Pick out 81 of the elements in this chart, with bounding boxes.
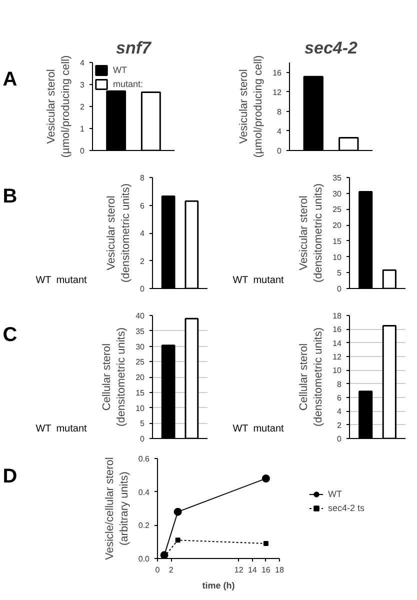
chart-title: snf7 — [116, 38, 153, 58]
y-tick-label: 4 — [80, 58, 86, 68]
legend-label: WT — [328, 489, 343, 499]
text: A — [2, 68, 18, 91]
y-tick-label: 30 — [136, 342, 146, 352]
point — [262, 474, 270, 482]
y-axis-title: Cellular sterol (densitometric units) — [101, 327, 128, 427]
y-axis-title: Vesicular sterol (µmol/producing cell) — [46, 55, 72, 158]
text: B — [2, 185, 18, 208]
point — [174, 508, 182, 516]
y-tick-label: 5 — [337, 268, 342, 278]
y-tick-label: 8 — [337, 380, 342, 389]
text: C — [2, 324, 18, 346]
x-tick-label: 16 — [261, 566, 271, 574]
y-tick-label: 0 — [80, 146, 86, 156]
text: mutant — [253, 424, 284, 435]
y-tick-label: 4 — [337, 407, 342, 416]
y-tick-label: 16 — [272, 68, 282, 78]
y-tick-label: 8 — [140, 174, 146, 182]
legend-label: sec4-2 ts — [328, 503, 365, 513]
y-axis-title: Vesicular sterol (densitometric units) — [106, 183, 132, 283]
y-axis-title: Cellular sterol (densitometric units) — [298, 327, 325, 427]
x-axis-title: time (h) — [202, 580, 235, 590]
y-tick-label: 25 — [136, 358, 146, 367]
y-tick-label: 20 — [332, 221, 342, 230]
point — [263, 541, 268, 546]
y-tick-label: 2 — [80, 102, 86, 112]
chart-title: sec4-2 — [304, 38, 358, 58]
y-axis-title: Vesicle/cellular sterol (arbitrary units) — [104, 457, 130, 560]
y-axis-title: Vesicular sterol (densitometric units) — [298, 183, 325, 283]
text: D — [2, 465, 18, 488]
y-tick-label: 5 — [140, 419, 146, 428]
text: WT — [36, 275, 52, 286]
y-tick-label: 0.0 — [138, 554, 150, 564]
y-tick-label: 25 — [332, 205, 342, 214]
y-tick-label: 8 — [277, 107, 282, 116]
point — [175, 538, 180, 543]
y-tick-label: 10 — [136, 404, 146, 413]
y-tick-label: 10 — [332, 252, 342, 262]
y-tick-label: 10 — [332, 366, 342, 376]
y-tick-label: 4 — [140, 229, 146, 238]
y-tick-label: 35 — [136, 326, 146, 336]
text: mutant — [56, 275, 88, 286]
y-tick-label: 3 — [80, 80, 86, 90]
y-tick-label: 14 — [332, 338, 342, 348]
legend-label: mutant: — [113, 79, 144, 89]
y-tick-label: 0.2 — [138, 521, 150, 530]
text: WT — [36, 424, 52, 435]
y-tick-label: 30 — [332, 189, 342, 198]
y-tick-label: 15 — [136, 388, 146, 398]
text: WT — [232, 275, 248, 286]
y-tick-label: 2 — [140, 256, 146, 266]
y-tick-label: 20 — [136, 373, 146, 382]
y-axis-title: Vesicular sterol (µmol/producing cell) — [238, 55, 265, 158]
y-tick-label: 6 — [140, 201, 146, 210]
legend-label: WT — [113, 65, 128, 75]
y-tick-label: 18 — [332, 312, 342, 320]
y-tick-label: 2 — [337, 420, 342, 430]
y-tick-label: 35 — [332, 174, 342, 182]
y-tick-label: 0 — [140, 434, 146, 444]
y-tick-label: 0 — [337, 434, 342, 444]
y-tick-label: 1 — [80, 124, 86, 134]
y-tick-label: 6 — [337, 394, 342, 402]
y-tick-label: 0 — [140, 284, 146, 294]
y-tick-label: 12 — [272, 88, 282, 97]
y-tick-label: 16 — [332, 325, 342, 334]
text: WT — [232, 424, 248, 435]
y-tick-label: 0 — [277, 146, 282, 156]
y-tick-label: 12 — [332, 352, 342, 362]
x-tick-label: 14 — [248, 566, 258, 574]
y-tick-label: 0.4 — [138, 488, 150, 497]
x-tick-label: 0 — [155, 566, 160, 574]
y-tick-label: 4 — [277, 126, 282, 136]
x-tick-label: 2 — [168, 566, 174, 574]
x-tick-label: 12 — [234, 566, 244, 574]
y-tick-label: 15 — [332, 236, 342, 246]
y-tick-label: 0.6 — [138, 454, 150, 464]
text: mutant — [56, 424, 88, 435]
text: mutant — [253, 275, 284, 286]
y-tick-label: 0 — [337, 284, 342, 294]
y-tick-label: 40 — [136, 312, 146, 320]
